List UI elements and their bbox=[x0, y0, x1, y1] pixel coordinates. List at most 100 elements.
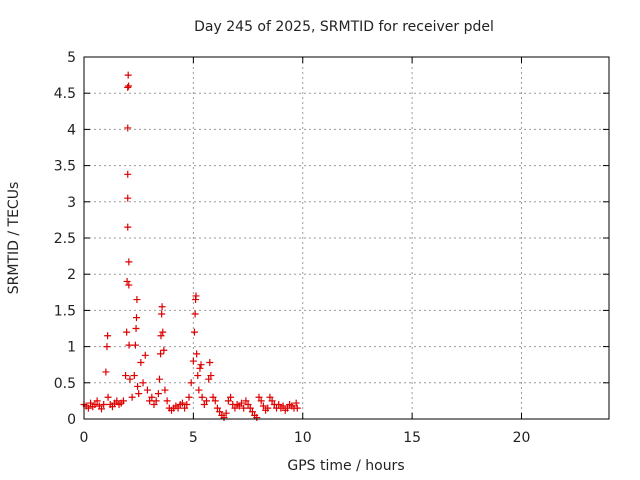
data-point bbox=[139, 379, 147, 387]
data-point bbox=[84, 404, 92, 412]
data-point bbox=[133, 296, 141, 304]
data-point bbox=[104, 393, 112, 401]
data-point bbox=[193, 350, 201, 358]
data-points bbox=[80, 71, 301, 422]
data-point bbox=[160, 346, 168, 354]
x-tick-label: 15 bbox=[403, 430, 421, 446]
data-point bbox=[132, 325, 140, 332]
x-tick-label: 20 bbox=[513, 430, 531, 446]
data-point bbox=[128, 393, 136, 401]
y-tick-label: 2 bbox=[67, 267, 76, 283]
data-point bbox=[161, 386, 169, 394]
x-tick-label: 0 bbox=[80, 430, 89, 446]
data-point bbox=[125, 258, 133, 266]
data-point bbox=[266, 393, 274, 401]
data-point bbox=[189, 357, 197, 365]
data-point bbox=[93, 397, 101, 405]
data-point bbox=[124, 124, 132, 132]
data-point bbox=[255, 393, 263, 401]
data-point bbox=[244, 401, 252, 409]
data-point bbox=[123, 277, 131, 285]
data-point bbox=[200, 401, 208, 409]
data-point bbox=[157, 350, 165, 358]
data-point bbox=[133, 314, 140, 322]
data-point bbox=[185, 393, 193, 401]
y-tick-label: 0 bbox=[67, 412, 76, 428]
data-point bbox=[157, 332, 165, 340]
y-axis-label: SRMTID / TECUs bbox=[6, 182, 22, 295]
data-point bbox=[122, 372, 130, 380]
data-point bbox=[91, 401, 99, 409]
data-point bbox=[198, 393, 206, 401]
y-tick-label: 4.5 bbox=[54, 86, 76, 102]
x-tick-label: 5 bbox=[189, 430, 198, 446]
data-point bbox=[213, 404, 221, 412]
data-point bbox=[158, 310, 166, 318]
data-point bbox=[113, 397, 121, 405]
data-point bbox=[155, 375, 163, 383]
data-point bbox=[192, 292, 200, 300]
data-point bbox=[209, 393, 217, 401]
data-point bbox=[124, 194, 132, 202]
data-point bbox=[100, 401, 108, 409]
data-point bbox=[279, 402, 287, 410]
data-point bbox=[131, 341, 139, 349]
data-point bbox=[137, 359, 145, 367]
data-point bbox=[293, 404, 301, 412]
data-point bbox=[126, 375, 134, 383]
data-point bbox=[125, 82, 133, 90]
data-point bbox=[231, 404, 239, 412]
data-point bbox=[181, 404, 189, 412]
data-point bbox=[146, 397, 154, 405]
data-point bbox=[103, 343, 111, 351]
data-point bbox=[154, 390, 162, 398]
data-point bbox=[238, 399, 245, 407]
y-tick-label: 1 bbox=[67, 340, 76, 356]
data-point bbox=[174, 404, 182, 412]
data-point bbox=[158, 303, 166, 311]
data-point bbox=[205, 375, 213, 383]
data-point bbox=[152, 397, 160, 405]
data-point bbox=[240, 404, 248, 412]
y-tick-label: 1.5 bbox=[54, 303, 76, 319]
data-point bbox=[159, 328, 167, 336]
chart-title: Day 245 of 2025, SRMTID for receiver pde… bbox=[194, 19, 494, 35]
y-tick-label: 0.5 bbox=[54, 376, 76, 392]
data-point bbox=[196, 364, 204, 372]
y-tick-label: 3.5 bbox=[54, 159, 76, 175]
data-point bbox=[194, 372, 202, 380]
data-point bbox=[143, 386, 151, 394]
data-point bbox=[220, 414, 228, 422]
data-point bbox=[253, 414, 261, 422]
data-point bbox=[268, 397, 276, 405]
data-point bbox=[123, 328, 131, 336]
data-point bbox=[283, 404, 291, 412]
data-point bbox=[275, 401, 283, 409]
data-point bbox=[134, 382, 142, 390]
data-point bbox=[248, 408, 256, 416]
data-point bbox=[207, 372, 215, 380]
data-point bbox=[163, 397, 171, 405]
data-point bbox=[130, 372, 138, 380]
data-point bbox=[104, 332, 112, 340]
grid bbox=[84, 57, 609, 419]
data-point bbox=[119, 397, 127, 405]
data-point bbox=[190, 328, 198, 336]
data-point bbox=[124, 223, 132, 231]
y-axis: 0 0.5 1 1.5 2 2.5 3 3.5 4 4.5 5 bbox=[54, 50, 609, 428]
data-point bbox=[102, 368, 110, 376]
data-point bbox=[197, 361, 205, 369]
data-point bbox=[87, 399, 95, 407]
data-point bbox=[242, 397, 250, 405]
data-point bbox=[259, 402, 267, 410]
data-point bbox=[135, 390, 143, 398]
data-point bbox=[222, 409, 230, 417]
x-tick-label: 10 bbox=[294, 430, 312, 446]
data-point bbox=[246, 404, 254, 412]
data-point bbox=[257, 397, 265, 405]
data-point bbox=[125, 341, 133, 349]
data-point bbox=[108, 403, 116, 411]
data-point bbox=[124, 71, 132, 79]
data-point bbox=[124, 83, 132, 91]
